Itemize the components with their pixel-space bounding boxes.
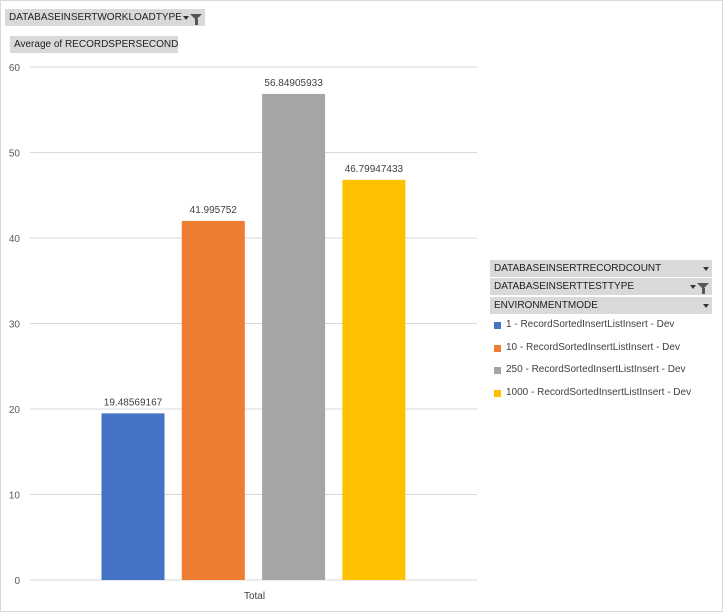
chevron-down-icon[interactable] [183, 15, 189, 20]
y-tick-label: 20 [9, 405, 21, 416]
filter-field-button[interactable]: DATABASEINSERTWORKLOADTYPE [5, 9, 205, 26]
legend-swatch [494, 321, 501, 329]
y-tick-label: 10 [9, 491, 21, 502]
gridlines [30, 66, 477, 581]
legend-field-label: DATABASEINSERTRECORDCOUNT [494, 263, 662, 274]
funnel-icon[interactable] [190, 14, 202, 25]
bar[interactable] [342, 179, 406, 580]
funnel-icon[interactable] [697, 283, 709, 294]
legend-item[interactable]: 250 - RecordSortedInsertListInsert - Dev [494, 363, 686, 377]
legend-field-button-recordcount[interactable]: DATABASEINSERTRECORDCOUNT [490, 260, 712, 277]
x-category-label: Total [244, 591, 265, 602]
data-labels: 19.48569167 41.995752 56.84905933 46.799474… [104, 78, 404, 408]
bars [101, 93, 406, 580]
chevron-down-icon[interactable] [703, 266, 709, 271]
legend-field-button-testtype[interactable]: DATABASEINSERTTESTTYPE [490, 278, 712, 295]
y-axis-ticks: 0 10 20 30 40 50 60 [9, 63, 21, 587]
value-field-button[interactable]: Average of RECORDSPERSECOND [10, 36, 178, 53]
legend-swatch [494, 366, 501, 374]
y-tick-label: 0 [14, 576, 20, 587]
data-label: 41.995752 [190, 205, 238, 216]
chevron-down-icon[interactable] [690, 284, 696, 289]
legend-item[interactable]: 1 - RecordSortedInsertListInsert - Dev [494, 318, 674, 332]
value-field-label: Average of RECORDSPERSECOND [14, 39, 179, 50]
legend-item-label: 1 - RecordSortedInsertListInsert - Dev [506, 319, 675, 330]
legend-item-label: 250 - RecordSortedInsertListInsert - Dev [506, 364, 686, 375]
filter-field-label: DATABASEINSERTWORKLOADTYPE [9, 12, 182, 23]
y-tick-label: 30 [9, 320, 21, 331]
legend-field-label: ENVIRONMENTMODE [494, 300, 598, 311]
legend-field-label: DATABASEINSERTTESTTYPE [494, 281, 635, 292]
legend-item[interactable]: 10 - RecordSortedInsertListInsert - Dev [494, 341, 680, 355]
y-tick-label: 60 [9, 63, 21, 74]
bar[interactable] [181, 220, 245, 580]
data-label: 56.84905933 [264, 78, 323, 89]
y-tick-label: 40 [9, 234, 21, 245]
legend-field-button-environmentmode[interactable]: ENVIRONMENTMODE [490, 297, 712, 314]
legend-item-label: 1000 - RecordSortedInsertListInsert - De… [506, 387, 692, 398]
legend-item-label: 10 - RecordSortedInsertListInsert - Dev [506, 342, 680, 353]
legend-item[interactable]: 1000 - RecordSortedInsertListInsert - De… [494, 386, 691, 400]
data-label: 19.48569167 [104, 397, 163, 408]
legend-swatch [494, 344, 501, 352]
bar[interactable] [262, 93, 326, 580]
data-label: 46.79947433 [345, 164, 404, 175]
bar[interactable] [101, 413, 165, 580]
chevron-down-icon[interactable] [703, 303, 709, 308]
y-tick-label: 50 [9, 149, 21, 160]
legend-swatch [494, 389, 501, 397]
